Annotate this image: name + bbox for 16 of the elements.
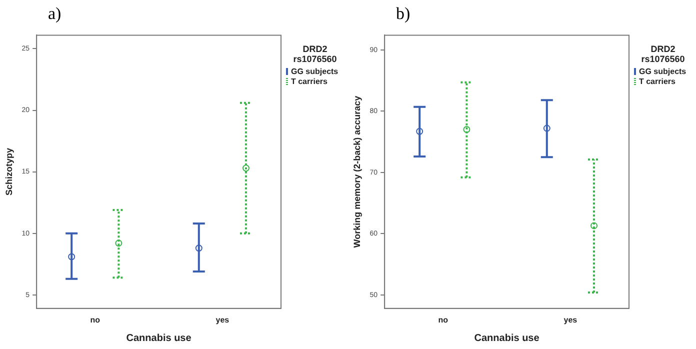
legend-label: GG subjects bbox=[639, 67, 686, 76]
x-tick-label: no bbox=[438, 315, 448, 324]
x-axis-title: Cannabis use bbox=[474, 332, 540, 344]
legend-title: DRD2 rs1076560 bbox=[640, 44, 686, 64]
legend-label: GG subjects bbox=[291, 67, 338, 76]
chart-title: b) bbox=[396, 4, 410, 24]
y-axis-title: Schizotypy bbox=[4, 148, 14, 196]
chart-title: a) bbox=[48, 4, 62, 24]
legend-title: DRD2 rs1076560 bbox=[292, 44, 338, 64]
x-tick-label: no bbox=[90, 315, 100, 324]
y-axis-title: Working memory (2-back) accuracy bbox=[352, 96, 362, 248]
x-axis-title: Cannabis use bbox=[126, 332, 192, 344]
legend-label: T carriers bbox=[639, 77, 676, 86]
x-tick-label: yes bbox=[564, 315, 578, 324]
legend-label: T carriers bbox=[291, 77, 328, 86]
x-tick-label: yes bbox=[216, 315, 230, 324]
